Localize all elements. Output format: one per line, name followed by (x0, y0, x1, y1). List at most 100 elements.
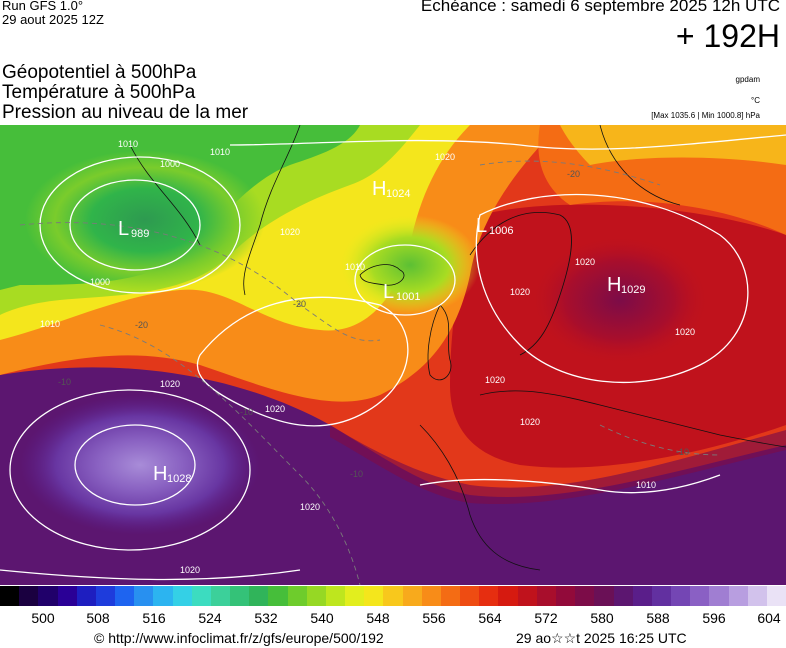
isobar-label: 1020 (510, 287, 530, 297)
scale-tick: 524 (198, 610, 222, 626)
center-letter: L (118, 218, 129, 240)
isobar-label: 1020 (180, 565, 200, 575)
isotherm-label: -10 (350, 469, 363, 479)
scale-swatch (747, 586, 767, 606)
atlantic-high-core (20, 395, 260, 535)
scale-swatch (575, 586, 595, 606)
isotherm-label: -20 (293, 299, 306, 309)
scale-tick: 556 (422, 610, 446, 626)
field-temperature: Température à 500hPa (2, 82, 196, 103)
generation-timestamp: 29 ao☆☆t 2025 16:25 UTC (516, 630, 687, 646)
scale-swatch (709, 586, 729, 606)
isobar-label: 1020 (675, 327, 695, 337)
scale-swatch (153, 586, 173, 606)
center-letter: L (476, 215, 487, 237)
forecast-valid-time: Echéance : samedi 6 septembre 2025 12h U… (420, 0, 780, 15)
scale-tick: 532 (254, 610, 278, 626)
scale-swatch (517, 586, 537, 606)
subtropical-band-edge (330, 425, 786, 505)
scale-tick: 596 (702, 610, 726, 626)
coastlines (129, 125, 786, 571)
scale-swatch (210, 586, 231, 606)
credit-link[interactable]: © http://www.infoclimat.fr/z/gfs/europe/… (94, 630, 384, 646)
isobar-label: 1020 (520, 417, 540, 427)
isotherm-label: -10 (676, 447, 689, 457)
scale-swatch (115, 586, 135, 606)
scale-tick: 500 (31, 610, 55, 626)
scale-swatch (268, 586, 288, 606)
center-value: 1006 (489, 225, 513, 237)
center-value: 1029 (621, 284, 645, 296)
scale-swatch (613, 586, 633, 606)
scale-swatch (364, 586, 384, 606)
center-value: 1028 (167, 473, 191, 485)
scale-swatch (690, 586, 710, 606)
scale-swatch (57, 586, 77, 606)
scale-swatch (76, 586, 96, 606)
center-letter: H (607, 274, 621, 296)
scale-swatch (191, 586, 211, 606)
run-label: Run GFS 1.0° (2, 0, 84, 13)
scale-swatch (498, 586, 518, 606)
field-sea-level-pressure: Pression au niveau de la mer (2, 102, 249, 123)
scale-swatch (19, 586, 39, 606)
scale-swatch (479, 586, 499, 606)
scale-tick: 516 (142, 610, 166, 626)
scale-tick: 580 (590, 610, 614, 626)
isobar-label: 1020 (280, 227, 300, 237)
color-scale-ticks: 500 508 516 524 532 540 548 556 564 572 … (0, 610, 786, 628)
scale-swatch (766, 586, 786, 606)
unit-geopotential: gpdam (735, 75, 760, 84)
isotherms (19, 160, 721, 585)
color-scale-bar (0, 586, 786, 606)
unit-temperature: °C (751, 96, 760, 105)
scale-swatch (651, 586, 672, 606)
isobar-label: 1020 (435, 152, 455, 162)
isobar-label: 1020 (160, 379, 180, 389)
scale-swatch (440, 586, 461, 606)
scale-swatch (632, 586, 652, 606)
isobar-label: 1010 (345, 262, 365, 272)
scale-tick: 540 (310, 610, 334, 626)
center-letter: H (372, 178, 386, 200)
scale-swatch (460, 586, 480, 606)
scale-tick: 548 (366, 610, 390, 626)
field-geopotential: Géopotentiel à 500hPa (2, 62, 197, 83)
isotherm-label: -20 (135, 320, 148, 330)
scale-swatch (345, 586, 365, 606)
scale-tick: 572 (534, 610, 558, 626)
scale-swatch (95, 586, 116, 606)
scale-swatch (402, 586, 422, 606)
forecast-hours: + 192H (675, 18, 780, 54)
isobar-label: 1010 (118, 139, 138, 149)
scale-tick: 508 (86, 610, 110, 626)
isobars (0, 134, 786, 581)
scale-swatch (536, 586, 556, 606)
center-value: 989 (131, 228, 149, 240)
isotherm-label: -10 (240, 407, 253, 417)
scale-swatch (728, 586, 748, 606)
scale-swatch (230, 586, 250, 606)
scale-swatch (383, 586, 403, 606)
scale-swatch (325, 586, 346, 606)
center-letter: L (383, 281, 394, 303)
center-value: 1024 (386, 188, 410, 200)
pressure-min-max: [Max 1035.6 | Min 1000.8] hPa (651, 111, 760, 120)
scale-swatch (555, 586, 576, 606)
scandinavia-warm-core (530, 235, 710, 365)
isobar-label: 1020 (300, 502, 320, 512)
scale-swatch (38, 586, 58, 606)
isobar-label: 1020 (265, 404, 285, 414)
scale-swatch (594, 586, 614, 606)
iceland-low-core (340, 215, 480, 315)
run-date: 29 aout 2025 12Z (2, 12, 104, 27)
isotherm-label: -20 (567, 169, 580, 179)
scale-swatch (172, 586, 192, 606)
west-low-core (25, 150, 265, 290)
scale-tick: 604 (757, 610, 781, 626)
center-value: 1001 (396, 291, 420, 303)
isobar-label: 1010 (40, 319, 60, 329)
isobar-label: 1020 (575, 257, 595, 267)
scale-swatch (287, 586, 307, 606)
scale-swatch (134, 586, 154, 606)
